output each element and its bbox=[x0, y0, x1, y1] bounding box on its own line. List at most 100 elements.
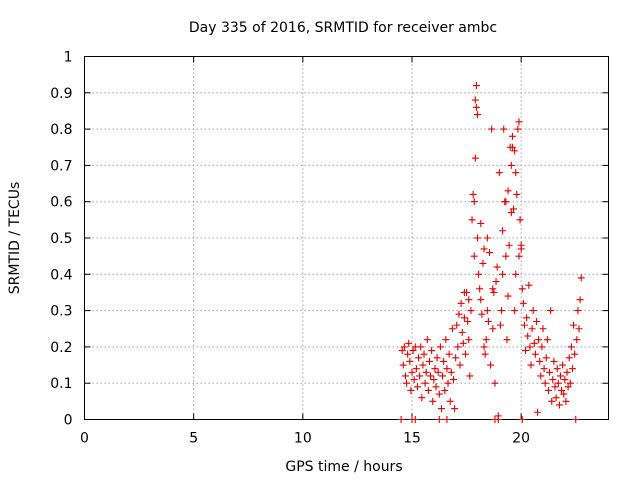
data-point bbox=[512, 169, 520, 177]
data-point bbox=[508, 143, 516, 151]
data-point bbox=[471, 96, 479, 104]
data-point bbox=[405, 339, 413, 347]
data-point bbox=[460, 288, 468, 296]
data-point bbox=[492, 278, 500, 286]
data-point bbox=[567, 343, 575, 351]
data-point bbox=[437, 405, 445, 413]
data-point bbox=[459, 339, 467, 347]
data-point bbox=[525, 281, 533, 289]
data-point bbox=[430, 376, 438, 384]
data-point bbox=[421, 379, 429, 387]
data-point bbox=[516, 216, 524, 224]
data-point bbox=[508, 132, 516, 140]
data-point bbox=[540, 365, 548, 373]
data-point bbox=[555, 401, 563, 409]
data-point bbox=[399, 361, 407, 369]
data-point bbox=[441, 386, 449, 394]
data-point bbox=[413, 383, 421, 391]
data-point bbox=[409, 347, 417, 355]
data-point bbox=[554, 379, 562, 387]
data-point bbox=[410, 376, 418, 384]
data-point bbox=[558, 386, 566, 394]
data-point bbox=[472, 103, 480, 111]
data-point bbox=[522, 347, 530, 355]
y-axis-label: SRMTID / TECUs bbox=[7, 182, 23, 295]
data-point bbox=[475, 270, 483, 278]
data-point bbox=[435, 390, 443, 398]
data-point bbox=[562, 397, 570, 405]
data-point bbox=[565, 354, 573, 362]
data-point bbox=[435, 416, 443, 423]
data-point bbox=[471, 154, 479, 162]
data-point bbox=[512, 270, 520, 278]
data-point bbox=[518, 285, 526, 293]
x-axis-label: GPS time / hours bbox=[285, 459, 402, 475]
data-point bbox=[428, 347, 436, 355]
data-point bbox=[517, 245, 525, 253]
data-point bbox=[559, 361, 567, 369]
data-point bbox=[483, 234, 491, 242]
y-tick-label: 0.6 bbox=[50, 195, 72, 211]
data-point bbox=[544, 386, 552, 394]
y-tick-label: 0.8 bbox=[50, 122, 72, 138]
data-point bbox=[472, 82, 480, 90]
data-point bbox=[452, 354, 460, 362]
data-point bbox=[397, 416, 405, 423]
data-point bbox=[563, 368, 571, 376]
data-point bbox=[487, 361, 495, 369]
data-point bbox=[507, 161, 515, 169]
data-point bbox=[488, 125, 496, 133]
y-tick-label: 0.7 bbox=[50, 158, 72, 174]
data-point bbox=[477, 296, 485, 304]
y-tick-label: 0.1 bbox=[50, 376, 72, 392]
y-tick-label: 0.9 bbox=[50, 86, 72, 102]
data-point bbox=[572, 416, 580, 423]
data-point bbox=[401, 372, 409, 380]
data-point bbox=[574, 307, 582, 315]
data-point bbox=[436, 343, 444, 351]
data-point bbox=[504, 187, 512, 195]
data-point bbox=[494, 416, 502, 423]
data-point bbox=[469, 190, 477, 198]
data-point bbox=[507, 209, 515, 217]
data-point bbox=[502, 252, 510, 260]
y-tick-label: 1 bbox=[64, 50, 73, 66]
data-point bbox=[499, 227, 507, 235]
data-point bbox=[560, 390, 568, 398]
data-point bbox=[467, 307, 475, 315]
data-point bbox=[552, 394, 560, 402]
data-point bbox=[417, 343, 425, 351]
data-point bbox=[482, 336, 490, 344]
data-point bbox=[491, 379, 499, 387]
data-point bbox=[548, 397, 556, 405]
data-point bbox=[480, 343, 488, 351]
data-point bbox=[443, 365, 451, 373]
data-point bbox=[398, 347, 406, 355]
data-point bbox=[448, 325, 456, 333]
data-point bbox=[474, 234, 481, 242]
data-point bbox=[576, 296, 584, 304]
data-point bbox=[514, 125, 522, 133]
data-point bbox=[416, 372, 424, 380]
data-point bbox=[433, 354, 441, 362]
data-point bbox=[427, 372, 435, 380]
data-point bbox=[440, 357, 448, 365]
data-point bbox=[418, 394, 426, 402]
data-point bbox=[444, 379, 452, 387]
data-point bbox=[420, 350, 428, 358]
data-point bbox=[528, 325, 536, 333]
data-point bbox=[445, 350, 453, 358]
data-point bbox=[496, 321, 504, 329]
data-point bbox=[530, 339, 538, 347]
data-point bbox=[461, 350, 469, 358]
data-point bbox=[480, 245, 488, 253]
data-point bbox=[531, 350, 539, 358]
data-point bbox=[419, 361, 427, 369]
data-point bbox=[415, 354, 423, 362]
data-point bbox=[505, 241, 513, 249]
data-point bbox=[470, 252, 478, 260]
data-point bbox=[570, 321, 578, 329]
data-point bbox=[561, 376, 569, 384]
data-point bbox=[553, 365, 561, 373]
